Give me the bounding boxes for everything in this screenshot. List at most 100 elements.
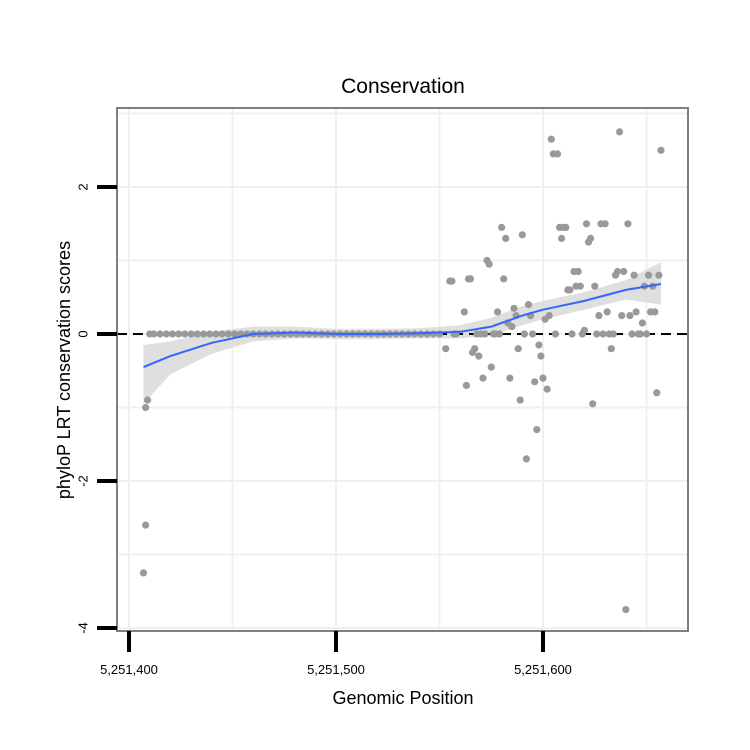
data-point <box>493 308 502 316</box>
data-point <box>574 267 582 276</box>
data-point <box>607 345 615 353</box>
data-point <box>535 341 543 349</box>
data-point <box>475 352 483 360</box>
data-point <box>498 223 506 231</box>
data-point <box>628 330 636 338</box>
data-point <box>293 330 301 338</box>
data-point <box>524 301 533 309</box>
data-point <box>206 330 214 338</box>
plot-panel <box>117 108 688 631</box>
data-point <box>518 231 526 239</box>
y-axis-label: phyloP LRT conservation scores <box>54 241 74 499</box>
data-point <box>603 308 611 316</box>
y-tick-label: -2 <box>75 475 90 487</box>
data-point <box>642 330 651 338</box>
x-axis-label: Genomic Position <box>332 688 473 708</box>
data-point <box>142 521 150 529</box>
data-point <box>471 345 479 353</box>
data-point <box>212 330 220 338</box>
data-point <box>516 396 524 404</box>
data-point <box>553 150 562 158</box>
data-point <box>539 374 547 382</box>
data-point <box>568 330 576 338</box>
data-point <box>224 330 232 338</box>
data-point <box>510 304 518 312</box>
data-point <box>626 312 634 320</box>
data-point <box>187 330 195 338</box>
data-point <box>479 374 487 382</box>
data-point <box>547 135 555 143</box>
data-point <box>462 381 470 389</box>
data-point <box>566 286 574 294</box>
data-point <box>487 363 495 371</box>
y-tick-label: 2 <box>75 183 90 190</box>
data-point <box>655 271 663 279</box>
data-point <box>545 312 553 320</box>
data-point <box>162 330 170 338</box>
data-point <box>485 260 493 268</box>
data-point <box>580 326 589 334</box>
data-point <box>620 267 628 276</box>
data-point <box>582 220 591 228</box>
data-point <box>589 400 597 408</box>
data-point <box>638 319 647 327</box>
data-point <box>508 323 516 331</box>
data-point <box>286 330 295 338</box>
data-point <box>514 345 522 353</box>
data-point <box>599 330 607 338</box>
data-point <box>624 220 632 228</box>
data-point <box>543 385 551 393</box>
data-point <box>601 220 609 228</box>
data-point <box>481 330 489 338</box>
data-point <box>587 234 595 242</box>
data-point <box>175 330 183 338</box>
data-point <box>651 308 659 316</box>
chart-title: Conservation <box>341 75 465 98</box>
data-point <box>593 330 601 338</box>
data-point <box>448 277 456 285</box>
data-point <box>609 330 618 338</box>
data-point <box>199 330 208 338</box>
data-point <box>144 396 152 404</box>
data-point <box>632 308 640 316</box>
plot-frame <box>116 107 689 632</box>
data-point <box>466 275 475 283</box>
data-point <box>616 128 624 136</box>
data-point <box>562 223 570 231</box>
data-point <box>522 455 531 463</box>
data-point <box>537 352 545 360</box>
data-point <box>142 403 150 412</box>
data-point <box>218 330 226 338</box>
data-point <box>591 282 599 290</box>
data-point <box>139 569 148 577</box>
x-tick-label: 5,251,600 <box>514 662 572 677</box>
data-point <box>280 330 288 338</box>
data-point <box>533 426 541 434</box>
data-point <box>576 282 584 290</box>
data-point <box>231 330 239 338</box>
y-tick-label: 0 <box>75 330 90 337</box>
data-point <box>618 312 626 320</box>
data-point <box>181 330 189 338</box>
data-point <box>653 389 661 397</box>
data-point <box>429 330 437 338</box>
data-point <box>551 330 560 338</box>
data-point <box>150 330 158 338</box>
x-tick-label: 5,251,400 <box>100 662 158 677</box>
data-point <box>156 330 164 338</box>
data-point <box>529 330 537 338</box>
data-point <box>558 234 566 242</box>
data-point <box>168 330 177 338</box>
x-tick-label: 5,251,500 <box>307 662 365 677</box>
data-point <box>495 330 504 338</box>
data-point <box>595 312 603 320</box>
data-point <box>460 308 468 316</box>
data-point <box>613 267 622 276</box>
plot-area: -4 -2 0 2 5,251,400 5,251,500 5,251,600 <box>75 107 689 677</box>
smooth-trend-line <box>143 283 662 369</box>
data-point <box>442 345 450 353</box>
data-point <box>645 271 653 279</box>
data-point <box>622 606 630 614</box>
data-point <box>531 378 539 386</box>
